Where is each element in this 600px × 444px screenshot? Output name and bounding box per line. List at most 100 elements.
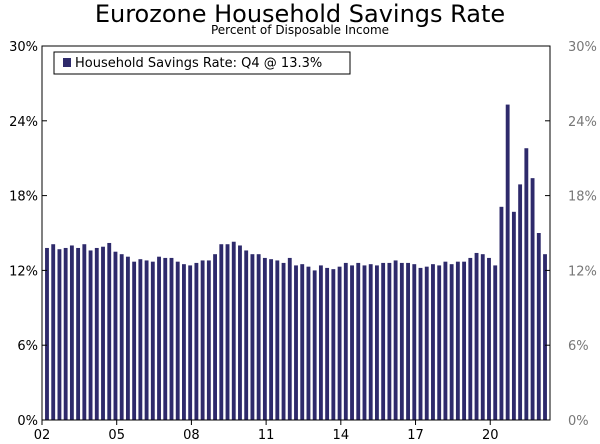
bar bbox=[356, 262, 361, 420]
bar bbox=[480, 254, 485, 420]
plot-frame bbox=[41, 45, 551, 421]
bar bbox=[132, 261, 137, 420]
bar bbox=[455, 261, 460, 420]
x-tick-label: 20 bbox=[482, 428, 499, 443]
y-tick-label-right: 24% bbox=[568, 115, 597, 130]
bar bbox=[399, 262, 404, 420]
x-tick-label: 17 bbox=[407, 428, 424, 443]
y-tick-label-left: 24% bbox=[9, 115, 38, 130]
x-tick-label: 02 bbox=[34, 428, 51, 443]
bar bbox=[443, 261, 448, 420]
bar bbox=[275, 260, 280, 420]
bar bbox=[281, 262, 286, 420]
bar bbox=[337, 266, 342, 420]
bar bbox=[350, 265, 354, 420]
bar bbox=[188, 265, 193, 420]
legend-label: Household Savings Rate: Q4 @ 13.3% bbox=[75, 56, 322, 71]
legend-swatch bbox=[63, 58, 71, 67]
bar bbox=[182, 264, 186, 420]
bar bbox=[238, 245, 242, 420]
bar bbox=[331, 269, 336, 420]
bar bbox=[536, 233, 541, 420]
y-tick-label-left: 30% bbox=[9, 40, 38, 55]
bar bbox=[45, 247, 49, 420]
bar bbox=[424, 266, 429, 420]
y-tick-label-left: 18% bbox=[9, 190, 38, 205]
bar bbox=[406, 262, 410, 420]
x-tick-label: 14 bbox=[333, 428, 350, 443]
y-tick-label-right: 6% bbox=[568, 339, 589, 354]
bar bbox=[225, 244, 230, 420]
y-axis-right: 0% 6% 12% 18% 24% 30% bbox=[545, 40, 597, 429]
bar bbox=[437, 265, 442, 420]
y-axis-left: 0% 6% 12% 18% 24% 30% bbox=[9, 40, 47, 429]
bar bbox=[362, 265, 367, 420]
chart-title: Eurozone Household Savings Rate bbox=[94, 0, 506, 28]
y-tick-label-right: 30% bbox=[568, 40, 597, 55]
bar bbox=[200, 260, 205, 420]
bar bbox=[262, 257, 267, 420]
bar bbox=[57, 249, 62, 420]
y-tick-label-left: 0% bbox=[17, 414, 38, 429]
y-tick-label-right: 12% bbox=[568, 264, 597, 279]
bar bbox=[119, 254, 124, 420]
bar bbox=[157, 256, 161, 420]
bar bbox=[76, 247, 81, 420]
legend: Household Savings Rate: Q4 @ 13.3% bbox=[53, 51, 351, 75]
bar bbox=[325, 267, 330, 420]
bar bbox=[518, 184, 523, 420]
bar bbox=[244, 250, 249, 420]
bar bbox=[511, 211, 516, 420]
bar bbox=[231, 241, 236, 420]
bar bbox=[343, 262, 348, 420]
bar bbox=[499, 206, 504, 420]
bar bbox=[63, 247, 68, 420]
bar bbox=[94, 247, 99, 420]
bar bbox=[69, 245, 74, 420]
bar bbox=[306, 266, 311, 420]
y-tick-label-left: 12% bbox=[9, 264, 38, 279]
bar bbox=[418, 267, 423, 420]
chart-subtitle: Percent of Disposable Income bbox=[210, 23, 390, 37]
bar bbox=[487, 257, 491, 420]
bar bbox=[393, 260, 398, 420]
y-tick-label-left: 6% bbox=[17, 339, 38, 354]
bar bbox=[381, 262, 386, 420]
bar bbox=[375, 265, 379, 420]
bar bbox=[505, 104, 510, 420]
bar bbox=[493, 265, 498, 420]
bar bbox=[387, 262, 392, 420]
bar bbox=[300, 264, 305, 420]
bar bbox=[250, 254, 255, 420]
bar bbox=[368, 264, 373, 420]
bar bbox=[412, 264, 417, 420]
bar bbox=[194, 262, 199, 420]
bar bbox=[213, 254, 217, 420]
bar bbox=[256, 254, 261, 420]
bar bbox=[107, 242, 112, 420]
bar-series bbox=[45, 104, 547, 421]
bar bbox=[530, 178, 535, 420]
bar bbox=[113, 251, 118, 420]
bar bbox=[169, 257, 174, 420]
bar bbox=[543, 254, 547, 420]
x-axis: 02 05 08 11 14 17 20 bbox=[34, 420, 499, 443]
legend-box bbox=[53, 51, 351, 75]
bar bbox=[51, 244, 56, 420]
x-tick-label: 05 bbox=[108, 428, 125, 443]
y-tick-label-right: 18% bbox=[568, 190, 597, 205]
bar bbox=[462, 261, 467, 420]
bar bbox=[269, 259, 274, 420]
bar bbox=[287, 257, 292, 420]
bar bbox=[524, 148, 529, 421]
bar bbox=[163, 257, 168, 420]
bar bbox=[474, 252, 479, 420]
bar bbox=[431, 264, 435, 420]
bar bbox=[206, 260, 211, 420]
bar bbox=[82, 244, 87, 420]
bar bbox=[150, 261, 155, 420]
bar bbox=[468, 257, 473, 420]
bar bbox=[294, 265, 298, 420]
bar bbox=[318, 265, 323, 420]
